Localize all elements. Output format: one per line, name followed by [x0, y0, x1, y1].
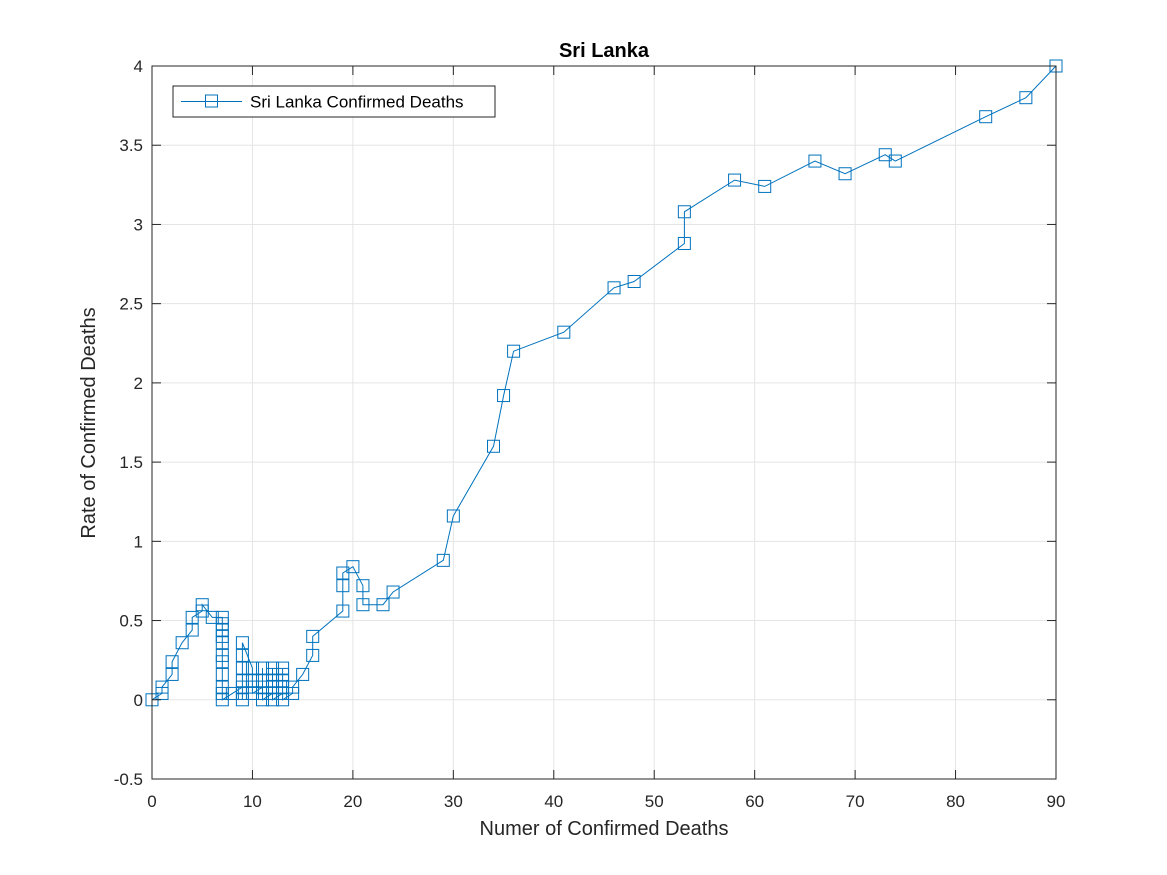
ticks: 0 10 20 30 40 50 60 70 80 90-0.500.511.522.533.54	[114, 57, 1066, 811]
data-point-marker	[607, 281, 621, 295]
x-axis-label: Numer of Confirmed Deaths	[480, 818, 729, 840]
data-point-marker	[446, 509, 460, 523]
x-tick-label: 30	[444, 792, 463, 811]
data-point-marker	[497, 389, 511, 403]
data-point-marker	[185, 623, 199, 637]
legend-square-marker	[205, 94, 218, 108]
y-tick-label: 2	[134, 374, 143, 393]
data-point-marker	[336, 579, 350, 593]
data-point-marker	[245, 661, 259, 675]
data-point-marker	[175, 636, 189, 650]
y-tick-label: 0.5	[119, 612, 143, 631]
x-tick-label: 90	[1047, 792, 1066, 811]
data-point-marker	[165, 667, 179, 681]
x-tick-label: 50	[645, 792, 664, 811]
y-tick-label: 1.5	[119, 453, 143, 472]
data-point-marker	[235, 636, 249, 650]
data-point-marker	[808, 154, 822, 168]
data-point-marker	[215, 655, 229, 669]
data-point-marker	[888, 154, 902, 168]
data-point-marker	[296, 667, 310, 681]
data-point-marker	[1019, 91, 1033, 105]
data-point-marker	[758, 179, 772, 193]
data-point-marker	[487, 439, 501, 453]
series-layer	[145, 59, 1063, 707]
x-tick-label: 70	[846, 792, 865, 811]
data-point-marker	[386, 585, 400, 599]
data-point-marker	[346, 560, 360, 574]
data-point-marker	[276, 661, 290, 675]
legend: Sri Lanka Confirmed Deaths	[172, 85, 496, 118]
chart-title: Sri Lanka	[559, 40, 650, 62]
data-point-marker	[356, 579, 370, 593]
x-tick-label: 20	[343, 792, 362, 811]
y-tick-label: -0.5	[114, 770, 143, 789]
data-point-marker	[195, 598, 209, 612]
y-axis-label: Rate of Confirmed Deaths	[78, 307, 100, 538]
plot-frame	[151, 65, 1057, 780]
y-tick-label: 0	[134, 691, 143, 710]
data-point-marker	[627, 274, 641, 288]
y-tick-label: 3	[134, 215, 143, 234]
x-tick-label: 80	[946, 792, 965, 811]
data-point-marker	[436, 553, 450, 567]
data-point-marker	[677, 236, 691, 250]
y-tick-label: 2.5	[119, 295, 143, 314]
x-tick-label: 10	[243, 792, 262, 811]
data-point-marker	[336, 604, 350, 618]
y-tick-label: 4	[134, 57, 143, 76]
plot-area	[152, 66, 1056, 779]
data-point-marker	[235, 648, 249, 662]
legend-entry-label: Sri Lanka Confirmed Deaths	[250, 93, 464, 112]
data-point-marker	[306, 648, 320, 662]
x-tick-label: 0	[147, 792, 156, 811]
data-point-marker	[155, 680, 169, 694]
y-tick-label: 3.5	[119, 136, 143, 155]
data-point-marker	[215, 636, 229, 650]
data-point-marker	[376, 598, 390, 612]
data-point-marker	[215, 667, 229, 681]
data-point-marker	[306, 629, 320, 643]
data-point-marker	[356, 598, 370, 612]
data-point-marker	[286, 680, 300, 694]
data-point-marker	[235, 661, 249, 675]
data-point-marker	[979, 110, 993, 124]
data-point-marker	[838, 167, 852, 181]
data-point-marker	[677, 205, 691, 219]
x-tick-label: 60	[745, 792, 764, 811]
y-tick-label: 1	[134, 532, 143, 551]
x-tick-label: 40	[544, 792, 563, 811]
data-point-marker	[507, 344, 521, 358]
data-point-marker	[728, 173, 742, 187]
data-point-marker	[165, 655, 179, 669]
data-point-marker	[557, 325, 571, 339]
